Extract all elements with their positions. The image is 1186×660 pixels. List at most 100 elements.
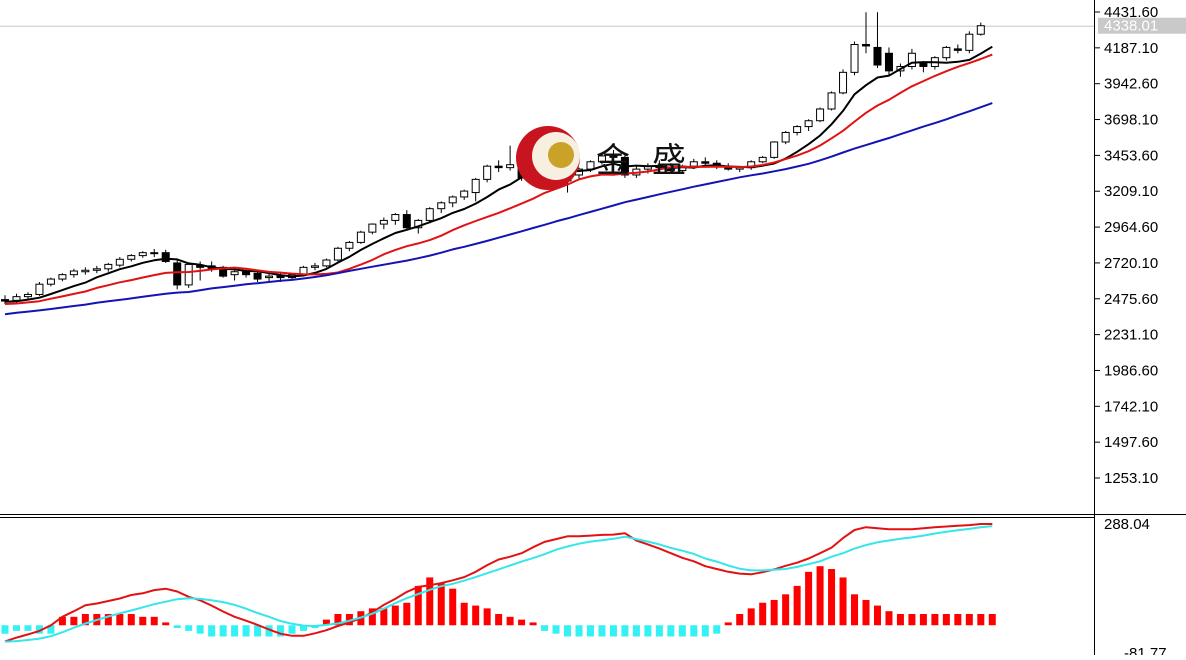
candle-body [471,178,480,194]
candle [127,254,136,262]
ma-short-line [4,45,993,303]
candle [184,262,193,288]
macd-histogram-bar [701,625,709,637]
macd-histogram-bar [747,608,755,626]
candle [368,223,377,235]
candle [161,249,170,263]
macd-histogram-bar [116,614,124,626]
macd-histogram-bar [299,625,307,631]
macd-histogram-bar [437,583,445,626]
candle-body [23,293,32,298]
candle [138,251,147,258]
candle [907,48,916,70]
candle [816,107,825,123]
candle-body [35,283,44,295]
candle-body [827,92,836,110]
price-tick-label: 3453.60 [1104,147,1158,164]
candle-body [402,214,411,229]
candle [23,292,32,299]
macd-histogram-bar [391,605,399,626]
price-tick-label: 4431.60 [1104,4,1158,21]
candle [58,273,67,282]
candle-body [115,258,124,266]
price-tick-label: 3209.10 [1104,183,1158,200]
candle-body [862,43,870,47]
macd-histogram-bar [334,614,342,626]
candle-body [965,33,974,51]
macd-histogram-bar [782,594,790,626]
candle [402,210,411,231]
candle-body [793,126,802,133]
macd-histogram-bar [988,614,996,626]
candle-body [460,190,469,198]
macd-histogram-bar [196,625,204,634]
candle-body [184,263,193,286]
candle [506,145,515,171]
macd-histogram-bar [851,594,859,626]
candle [104,262,113,272]
candle [471,177,480,202]
price-tick-label: 2231.10 [1104,327,1158,344]
macd-histogram-bar [828,569,836,626]
candle [333,246,342,262]
price-tick-label: 2964.60 [1104,219,1158,236]
candle [827,91,836,111]
macd-histogram-bar [644,625,652,637]
macd-histogram-bar [483,608,491,626]
macd-histogram-bar [277,625,285,637]
macd-histogram-bar [942,614,950,626]
candle-body [310,265,319,268]
macd-histogram-bar [414,585,422,626]
macd-histogram-bar [609,625,617,637]
macd-histogram-bar [805,571,813,626]
candle [391,213,400,225]
price-tick-label: 1986.60 [1104,362,1158,379]
candle-body [276,275,285,279]
macd-histogram-bar [162,622,170,626]
macd-histogram-bar [380,608,388,626]
macd-histogram-bar [322,619,330,626]
macd-histogram-bar [58,616,66,626]
price-tick-label: 2720.10 [1104,255,1158,272]
macd-histogram-bar [495,614,503,626]
macd-histogram-bar [977,614,985,626]
candle-body [368,223,377,233]
candle [884,47,893,76]
macd-histogram-bar [104,614,112,626]
candle [942,45,951,61]
candle-body [448,196,457,204]
candle-body [850,43,859,73]
macd-histogram-bar [862,599,870,626]
macd-histogram-bar [632,625,640,637]
ma-mid-line [4,53,993,305]
candle-body [953,48,962,51]
candle [483,164,492,183]
candle-body [150,252,159,255]
macd-histogram-bar [1,625,9,634]
candle [460,189,469,200]
candle-body [586,161,595,170]
macd-histogram-bar [667,625,675,637]
candle [69,268,78,278]
candle-body [391,214,400,221]
candle [839,69,848,95]
macd-histogram-bar [368,608,376,626]
signal-line [4,525,993,643]
macd-histogram-bar [621,625,629,637]
candle [425,207,434,224]
candle [356,230,365,244]
candle [310,262,319,271]
candle-body [173,262,182,286]
candle-body [161,252,170,262]
macd-histogram-bar [460,602,468,626]
candle [379,217,388,230]
macd-histogram-bar [403,602,411,626]
candle-body [127,255,136,260]
candle [781,130,790,145]
candle [919,61,928,73]
macd-histogram-bar [35,625,43,634]
watermark-text: 金盛 [596,141,708,181]
candle-body [322,259,331,267]
